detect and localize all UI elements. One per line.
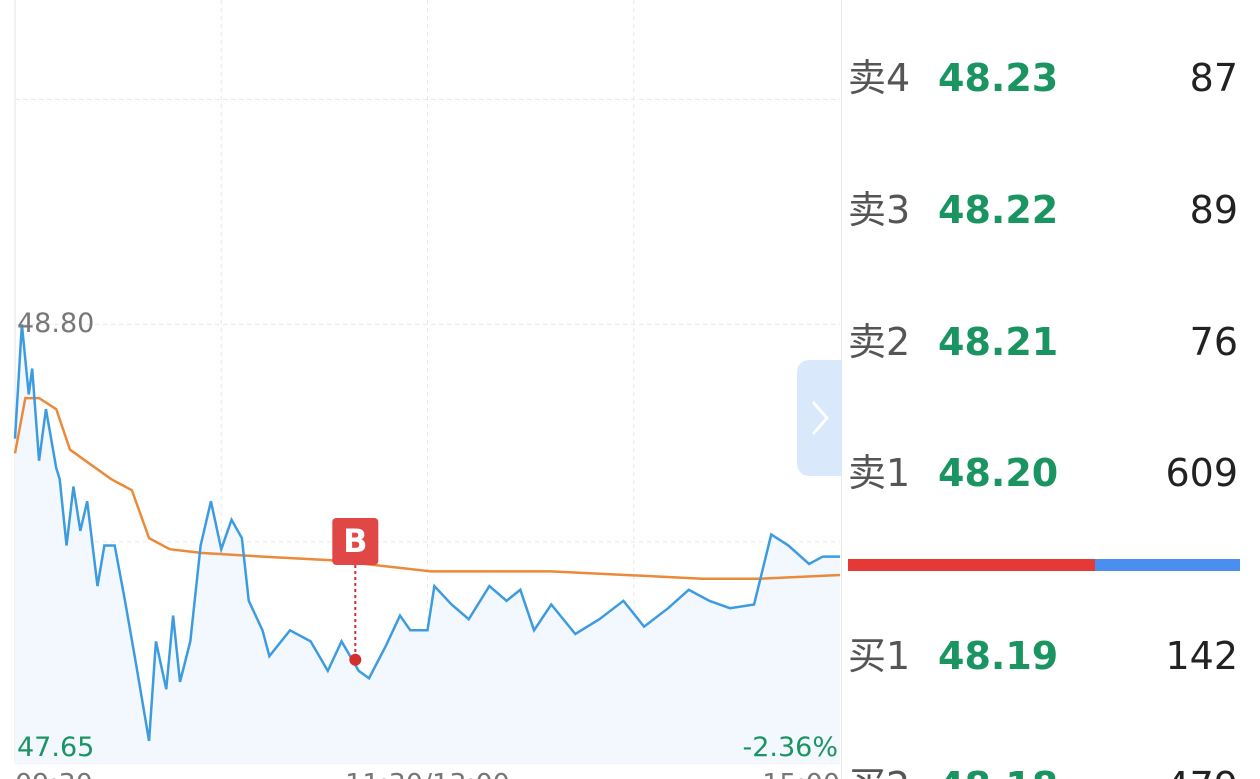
price-area — [15, 324, 840, 763]
level-volume: 76 — [1189, 320, 1238, 364]
level-label: 买2 — [848, 756, 910, 779]
trade-badge-label: B — [343, 522, 367, 560]
ask-row: 卖2 48.21 76 — [848, 312, 1238, 372]
level-label: 卖2 — [848, 320, 911, 364]
level-label: 卖1 — [848, 451, 911, 495]
chevron — [811, 401, 829, 435]
ask-ratio-bar — [848, 559, 1095, 571]
level-price: 48.18 — [938, 756, 1058, 779]
bid-row: 买2 48.18 479 — [848, 756, 1238, 779]
level-label: 买1 — [848, 634, 911, 678]
level-price: 48.19 — [938, 634, 1059, 678]
level-price: 48.20 — [938, 451, 1059, 495]
collapse-tab[interactable] — [797, 360, 842, 476]
trade-badge — [332, 518, 379, 565]
y-tick-label: 47.65 — [17, 732, 94, 763]
level-label: 卖4 — [848, 56, 911, 100]
ask-row: 卖4 48.23 87 — [848, 48, 1238, 108]
level-volume: 89 — [1189, 188, 1238, 232]
pct-label: -2.36% — [742, 732, 838, 763]
level-volume: 142 — [1165, 634, 1238, 678]
trade-point — [349, 653, 362, 666]
y-tick-label: 48.80 — [17, 308, 94, 339]
level-volume: 609 — [1165, 451, 1238, 495]
level-price: 48.22 — [938, 188, 1059, 232]
series-line — [13, 324, 840, 742]
bid-ratio-bar — [1095, 559, 1240, 571]
ask-row: 卖3 48.22 89 — [848, 180, 1238, 240]
series-line — [13, 396, 841, 580]
level-volume: 479 — [1165, 756, 1238, 779]
bid-row: 买1 48.19 142 — [848, 626, 1238, 686]
level-price: 48.21 — [938, 320, 1059, 364]
price-chart: 48.80 47.65 -2.36% 09:30 11:30/13:00 15:00 B — [13, 0, 841, 779]
level-price: 48.23 — [938, 56, 1059, 100]
x-tick-label: 11:30/13:00 — [345, 769, 510, 779]
x-tick-label: 09:30 — [15, 769, 93, 779]
level-volume: 87 — [1189, 56, 1238, 100]
level-label: 卖3 — [848, 188, 911, 232]
x-tick-label: 15:00 — [762, 769, 840, 779]
ask-row: 卖1 48.20 609 — [848, 443, 1238, 503]
